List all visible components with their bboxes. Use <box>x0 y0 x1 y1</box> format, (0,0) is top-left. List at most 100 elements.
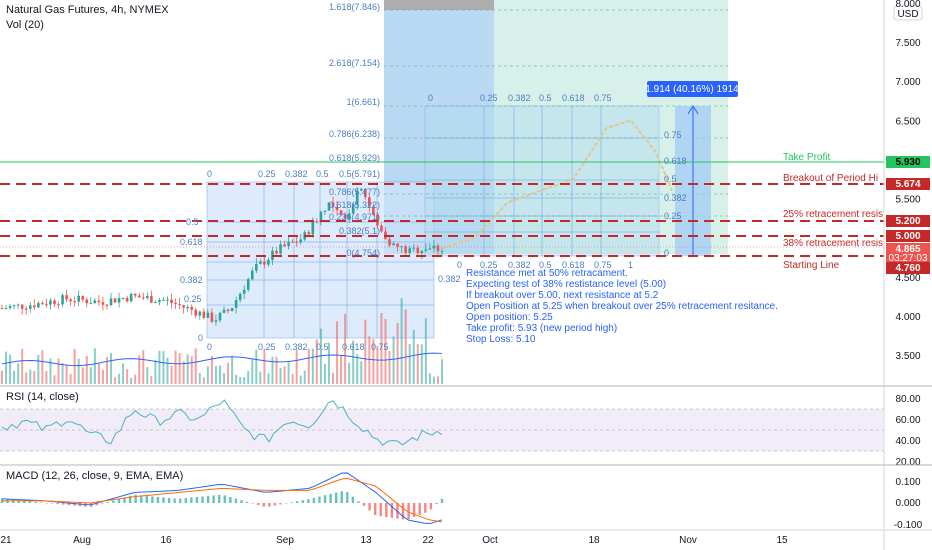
candle-body <box>218 312 222 321</box>
candle-body <box>206 312 210 318</box>
candle-body <box>392 243 395 246</box>
fib-time-label: 0.25 <box>258 169 276 179</box>
macd-hist-bar <box>123 497 126 503</box>
fib-time-label: 0 <box>207 169 212 179</box>
volume-bar <box>134 374 137 384</box>
macd-hist-bar <box>229 496 232 503</box>
volume-bar <box>424 318 427 384</box>
time-axis[interactable]: 21 Aug 16 Sep 13 22 Oct 18 Nov 15 <box>0 535 788 546</box>
candle-body <box>182 305 185 308</box>
macd-hist-bar <box>56 503 59 505</box>
candle-body <box>53 300 56 305</box>
volume-bar <box>65 364 68 384</box>
volume-bar <box>69 374 72 384</box>
price-tick: 3.500 <box>895 351 920 362</box>
trade-annotation[interactable]: Resistance met at 50% retracament. Expec… <box>466 268 778 345</box>
volume-bar <box>420 344 423 384</box>
macd-hist-bar <box>440 498 444 503</box>
fib-level-label: 0.25 <box>184 294 202 304</box>
volume-bar <box>364 319 367 384</box>
candle-body <box>372 206 375 215</box>
candle-body <box>335 206 339 211</box>
measure-box <box>647 81 738 97</box>
candle-body <box>89 303 93 305</box>
volume-bar <box>198 372 201 384</box>
candle-body <box>436 245 440 252</box>
candle-body <box>246 279 250 290</box>
volume-bar <box>154 359 157 384</box>
macd-hist-bar <box>329 493 332 503</box>
retracement-25-tag-value: 5.200 <box>895 216 920 227</box>
macd-hist-bar <box>346 492 349 503</box>
macd-hist-bar <box>190 497 193 503</box>
volume-bar <box>162 351 165 384</box>
volume-bar <box>307 348 310 384</box>
candle-body <box>331 202 335 207</box>
candle-body <box>307 232 311 235</box>
candle-body <box>400 246 403 248</box>
candle-body <box>355 190 359 205</box>
volume-bar <box>5 351 8 384</box>
volume-ma-line <box>1 352 443 367</box>
volume-bar <box>404 309 407 384</box>
macd-hist-bar <box>334 492 338 503</box>
volume-bar <box>146 367 149 384</box>
macd-hist-bar <box>112 500 115 503</box>
volume-bar <box>21 348 24 384</box>
candle-body <box>420 250 424 254</box>
macd-hist-bar <box>357 501 360 503</box>
macd-hist-bar <box>28 501 32 503</box>
volume-bar <box>332 372 335 384</box>
candle-body <box>432 245 436 249</box>
macd-line <box>1 472 443 524</box>
volume-bar <box>170 365 173 384</box>
macd-tick: -0.100 <box>894 520 923 531</box>
macd-hist-bar <box>429 503 433 510</box>
fib-label: 0.5(5.791) <box>339 169 380 179</box>
last-price-tag <box>886 243 930 263</box>
volume-bar <box>81 367 84 384</box>
candle-body <box>194 309 198 316</box>
candle-body <box>404 246 407 253</box>
volume-bar <box>194 348 197 384</box>
candle-body <box>283 244 286 247</box>
candle-body <box>347 213 351 219</box>
fib-time-label: 0.25 <box>480 260 498 270</box>
volume-bar <box>9 354 12 384</box>
candle-body <box>12 305 16 307</box>
candle-body <box>41 303 44 305</box>
time-tick: 21 <box>0 535 12 546</box>
volume-bar <box>41 350 44 384</box>
time-tick: 22 <box>422 535 434 546</box>
volume-bar <box>85 355 88 384</box>
price-axis[interactable] <box>884 0 932 550</box>
candle-body <box>242 289 246 294</box>
macd-hist-bar <box>262 503 265 507</box>
volume-bar <box>49 358 52 384</box>
macd-hist-bar <box>318 496 321 503</box>
starting-line-label: Starting Line <box>783 260 840 271</box>
candle-body <box>291 241 294 243</box>
volume-bar <box>400 298 403 384</box>
volume-bar <box>303 370 306 384</box>
candle-body <box>97 300 101 303</box>
retracement-38-tag <box>886 230 930 242</box>
fib-label: 0.236(4.971) <box>329 212 380 222</box>
fib-time-labels-left: 0 0.25 0.382 0.5 0 0.25 0.382 0.5 0.618 … <box>180 169 461 352</box>
candle-body <box>154 302 157 304</box>
time-tick: 18 <box>588 535 600 546</box>
candle-body <box>137 295 141 298</box>
volume-bar <box>412 329 415 384</box>
fib-label: 0.382(5.1) <box>339 226 380 236</box>
volume-bar <box>336 321 339 384</box>
fib-label: 0.786(5.477) <box>329 187 380 197</box>
breakout-label: Breakout of Period Hi <box>783 173 878 184</box>
candle-body <box>250 270 254 280</box>
macd-hist-bar <box>195 496 199 503</box>
candle-body <box>408 248 412 253</box>
macd-hist-bar <box>167 497 171 503</box>
candle-body <box>113 298 117 303</box>
candle-body <box>210 312 214 322</box>
currency-badge[interactable] <box>893 5 923 21</box>
